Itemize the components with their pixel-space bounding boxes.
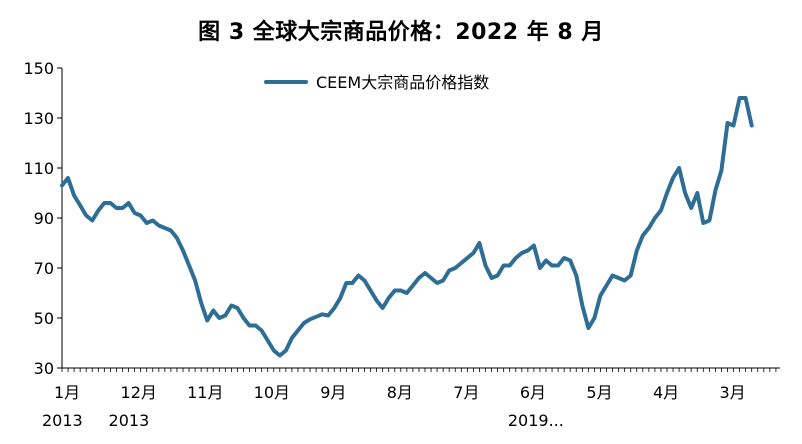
y-tick-label: 50	[34, 309, 54, 328]
x-tick-label: 4月	[653, 383, 679, 402]
y-tick-label: 150	[23, 59, 54, 78]
x-tick-label: 11月	[187, 383, 223, 402]
series-line	[60, 96, 754, 358]
y-tick-label: 90	[34, 209, 54, 228]
x-tick-sublabel: 2013	[109, 411, 150, 430]
x-tick-label: 6月	[520, 383, 546, 402]
x-tick-label: 5月	[586, 383, 612, 402]
x-tick-label: 3月	[720, 383, 746, 402]
x-tick-label: 8月	[387, 383, 413, 402]
y-tick-label: 130	[23, 109, 54, 128]
x-tick-label: 12月	[121, 383, 157, 402]
y-tick-label: 70	[34, 259, 54, 278]
x-tick-label: 10月	[254, 383, 290, 402]
legend-label: CEEM大宗商品价格指数	[316, 73, 489, 92]
x-tick-sublabel: 2013	[42, 411, 83, 430]
y-tick-label: 30	[34, 359, 54, 378]
x-tick-label: 1月	[54, 383, 80, 402]
x-tick-label: 9月	[320, 383, 346, 402]
chart-title: 图 3 全球大宗商品价格：2022 年 8 月	[198, 20, 604, 45]
x-tick-label: 7月	[453, 383, 479, 402]
y-tick-label: 110	[23, 159, 54, 178]
x-tick-sublabel: 2019...	[508, 411, 564, 430]
